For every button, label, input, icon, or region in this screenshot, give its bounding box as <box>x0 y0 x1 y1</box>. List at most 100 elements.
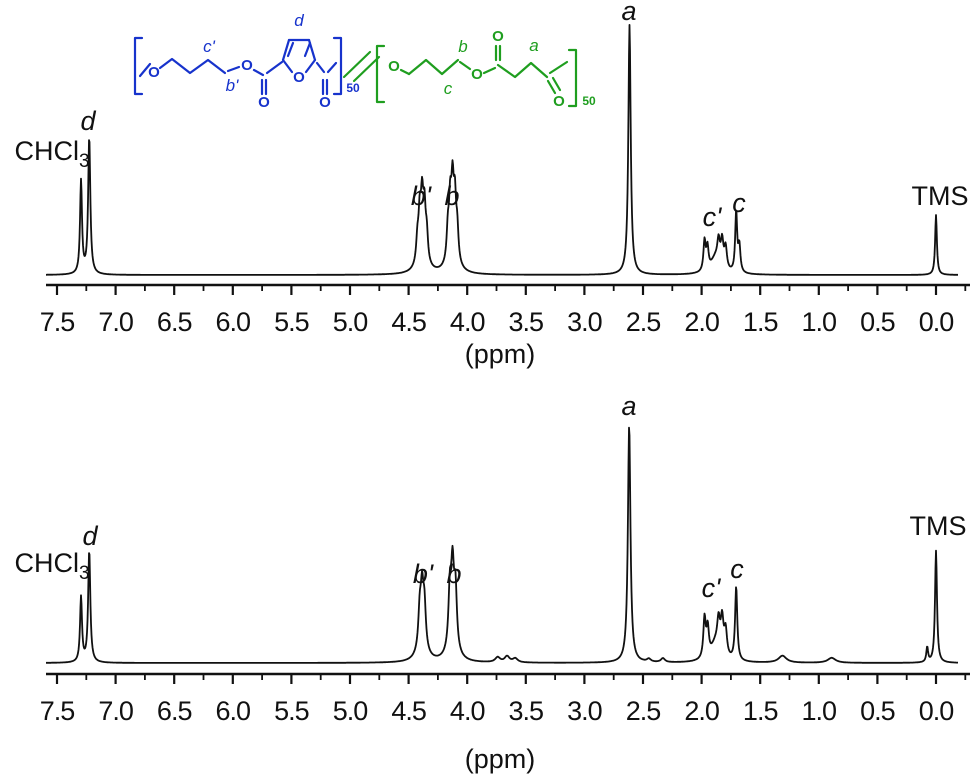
tick-label: 7.0 <box>98 307 133 337</box>
spectrum-curve-bottom <box>45 426 959 664</box>
tick-label: 6.5 <box>157 696 192 726</box>
peak-label-b: b <box>446 559 461 589</box>
peak-label-c: c' <box>702 573 722 603</box>
spectrum-curve-top <box>45 24 959 276</box>
polymer-structure-inset: O O c' b' O O d O 50 <box>133 11 596 111</box>
tick-label: 5.5 <box>274 307 309 337</box>
peak-label-c: c <box>732 188 746 218</box>
bond <box>399 68 411 76</box>
peak-label-a: a <box>621 0 636 26</box>
carbonyl-oxygen-atom: O <box>553 93 565 110</box>
peak-label-d: d <box>82 521 98 551</box>
peak-label-chcl3: CHCl3 <box>14 548 89 584</box>
carbonyl-oxygen-atom: O <box>319 94 331 111</box>
bond <box>315 61 326 74</box>
tick-label: 1.5 <box>743 307 778 337</box>
repeat-count: 50 <box>346 81 360 95</box>
furan-bond <box>281 58 294 74</box>
label-c-prime: c' <box>203 37 216 56</box>
label-b: b <box>458 37 467 56</box>
bond <box>138 62 152 78</box>
butylene-chain-bonds <box>407 58 460 76</box>
tick-label: 3.5 <box>509 696 544 726</box>
oxygen-atom: O <box>388 58 400 75</box>
bracket-close <box>567 48 578 108</box>
carbonyl-oxygen-atom: O <box>258 94 270 111</box>
furan-oxygen-atom: O <box>293 69 305 86</box>
tick-label: 4.5 <box>391 307 426 337</box>
bond <box>252 68 265 77</box>
bracket-close <box>332 36 343 96</box>
tick-label: 5.0 <box>333 307 368 337</box>
tick-label: 1.0 <box>802 696 837 726</box>
butylene-chain-bonds <box>158 57 227 75</box>
pbf-repeat-unit: O O c' b' O O d O 50 <box>133 11 360 111</box>
ester-oxygen-atom: O <box>241 57 253 74</box>
tick-label: 3.0 <box>567 307 602 337</box>
tick-label: 0.5 <box>860 696 895 726</box>
tick-label: 4.5 <box>391 696 426 726</box>
peak-label-d: d <box>80 106 96 136</box>
furan-double-bond <box>286 41 295 58</box>
tick-label: 4.0 <box>450 696 485 726</box>
tick-label: 6.0 <box>216 307 251 337</box>
x-axis-label: (ppm) <box>465 744 536 774</box>
label-a: a <box>529 36 538 55</box>
peak-label-a: a <box>621 391 636 421</box>
peak-label-chcl3: CHCl3 <box>14 136 89 172</box>
oxygen-atom: O <box>148 64 160 81</box>
bracket-open <box>375 44 386 104</box>
bond <box>548 60 569 75</box>
tick-label: 0.0 <box>919 307 954 337</box>
tick-label: 7.5 <box>40 696 75 726</box>
tick-label: 3.5 <box>509 307 544 337</box>
tick-label: 1.5 <box>743 696 778 726</box>
bond <box>482 66 497 75</box>
tick-label: 0.0 <box>919 696 954 726</box>
succinate-chain-bonds <box>496 61 549 79</box>
bond <box>226 65 241 73</box>
tick-label: 7.5 <box>40 307 75 337</box>
label-b-prime: b' <box>226 76 239 95</box>
carbonyl-bond <box>551 76 562 92</box>
carbonyl-oxygen-atom: O <box>492 28 504 45</box>
furan-bond <box>304 58 317 74</box>
peak-label-b: b' <box>411 181 432 211</box>
tick-label: 7.0 <box>98 696 133 726</box>
tick-label: 2.5 <box>626 696 661 726</box>
tick-label: 5.5 <box>274 696 309 726</box>
x-axis-label: (ppm) <box>465 339 536 369</box>
bond <box>342 50 372 79</box>
repeat-count: 50 <box>582 94 596 108</box>
tick-label: 5.0 <box>333 696 368 726</box>
pbs-repeat-unit: O b c O O a O 50 <box>342 28 596 110</box>
subscript: 3 <box>79 151 90 172</box>
label-c: c <box>444 79 453 98</box>
bracket-open <box>133 36 144 96</box>
tick-label: 4.0 <box>450 307 485 337</box>
tick-label: 2.0 <box>684 696 719 726</box>
furan-bond <box>281 38 291 62</box>
peak-label-tms: TMS <box>910 511 967 541</box>
label-d: d <box>294 11 304 30</box>
tick-label: 1.0 <box>802 307 837 337</box>
tick-label: 6.0 <box>216 696 251 726</box>
peak-label-b: b' <box>413 559 434 589</box>
peak-label-c: c <box>730 554 744 584</box>
bond <box>326 61 338 74</box>
subscript: 3 <box>79 563 90 584</box>
tick-label: 0.5 <box>860 307 895 337</box>
peak-label-c: c' <box>703 202 723 232</box>
peak-label-b: b <box>444 181 459 211</box>
tick-label: 6.5 <box>157 307 192 337</box>
tick-label: 2.0 <box>684 307 719 337</box>
ester-oxygen-atom: O <box>471 66 483 83</box>
bond <box>352 55 381 83</box>
carbonyl-bond <box>546 79 557 95</box>
furan-double-bond <box>303 41 312 58</box>
bond <box>265 60 284 75</box>
tick-label: 3.0 <box>567 696 602 726</box>
bond <box>458 60 472 71</box>
